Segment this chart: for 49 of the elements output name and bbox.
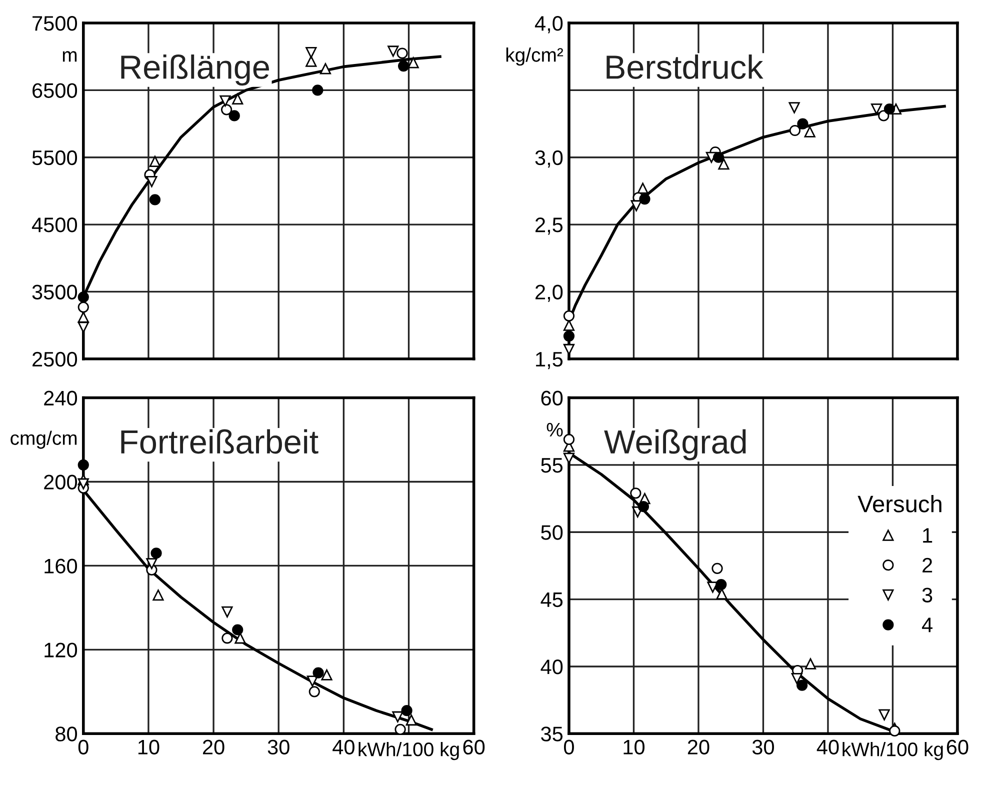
x-tick-label: 0 — [78, 740, 88, 755]
y-tick-label: 2500 — [32, 352, 78, 367]
y-tick-label: 3,0 — [535, 150, 563, 168]
y-tick-label: 55 — [541, 458, 563, 473]
y-tick-label: 200 — [44, 474, 78, 490]
y-tick-label: 60 — [541, 390, 563, 406]
y-tick-label: 160 — [44, 558, 78, 574]
y-tick-label: 120 — [44, 642, 78, 658]
y-axis-title: cmg/cm — [10, 430, 77, 449]
x-tick-label: 10 — [624, 740, 644, 755]
x-tick-label: 40 — [816, 740, 839, 755]
y-tick-label: 2,0 — [536, 284, 563, 302]
text: Reißlänge — [121, 54, 269, 86]
text: Fortreißarbeit — [121, 429, 318, 454]
y-axis-title: kg/cm² — [506, 48, 564, 66]
x-tick-label: 0 — [564, 740, 574, 755]
y-tick-label: 3500 — [32, 284, 78, 300]
y-tick-label: 5500 — [32, 150, 78, 166]
y-tick-label: 40 — [540, 659, 563, 674]
y-tick-label: 35 — [541, 726, 563, 742]
x-axis-title: kWh/100 kg — [358, 742, 459, 760]
x-tick-label: 60 — [463, 740, 485, 755]
y-tick-label: 50 — [541, 525, 563, 540]
text: Weißgrad — [604, 429, 746, 460]
y-tick-label: 240 — [44, 390, 78, 406]
y-tick-label: 4,0 — [534, 16, 563, 34]
x-tick-label: 20 — [202, 740, 224, 755]
x-tick-label: 40 — [332, 740, 354, 755]
y-axis-title: m — [62, 51, 77, 62]
x-tick-label: 10 — [138, 740, 160, 755]
legend-label: 4 — [922, 618, 932, 632]
y-tick-label: 2,5 — [536, 218, 563, 235]
y-tick-label: 45 — [540, 592, 563, 608]
legend-title: Versuch — [858, 495, 942, 512]
y-tick-label: 7500 — [32, 16, 78, 31]
x-tick-label: 20 — [688, 740, 710, 755]
legend-label: 1 — [923, 528, 932, 543]
x-tick-label: 60 — [946, 740, 968, 755]
x-tick-label: 30 — [268, 740, 290, 755]
legend-label: 3 — [922, 588, 932, 602]
x-tick-label: 30 — [752, 740, 774, 755]
y-tick-label: 6500 — [32, 83, 78, 98]
y-tick-label: 1,5 — [536, 352, 563, 370]
legend-label: 2 — [922, 558, 932, 572]
y-tick-label: 80 — [56, 726, 78, 742]
x-axis-title: kWh/100 kg — [842, 742, 943, 760]
text: Berstdruck — [606, 54, 764, 79]
y-tick-label: 4500 — [32, 218, 78, 232]
y-axis-title: % — [546, 422, 563, 437]
